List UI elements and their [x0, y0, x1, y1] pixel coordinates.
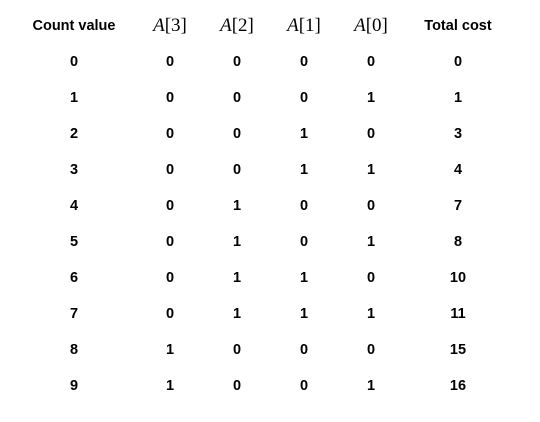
header-bit-a2: A[2] — [206, 8, 268, 44]
cell-a2: 0 — [232, 162, 242, 178]
table-body: 0 0 0 0 0 0 1 0 0 0 1 1 2 0 0 1 0 3 3 0 … — [14, 44, 514, 404]
cell-count: 8 — [69, 342, 79, 358]
header-bit-a1: A[1] — [268, 8, 340, 44]
cell-total: 16 — [449, 378, 467, 394]
header-bit-a2-index: [2] — [231, 15, 254, 36]
cell-a1: 1 — [299, 306, 309, 322]
table-row: 4 0 1 0 0 7 — [14, 188, 514, 224]
cell-a0: 1 — [366, 90, 376, 106]
cell-a1: 0 — [299, 90, 309, 106]
cell-total: 10 — [449, 270, 467, 286]
cell-a0: 0 — [366, 270, 376, 286]
cell-a3: 0 — [165, 90, 175, 106]
cell-total: 15 — [449, 342, 467, 358]
cell-a3: 0 — [165, 198, 175, 214]
cell-total: 3 — [453, 126, 463, 142]
table-row: 1 0 0 0 1 1 — [14, 80, 514, 116]
cell-a3: 1 — [165, 342, 175, 358]
header-bit-a0-var: A — [354, 15, 366, 36]
table-header: Count value A[3] A[2] A[1] A[0] Total co… — [14, 8, 514, 44]
cell-total: 11 — [450, 306, 466, 322]
table-row: 6 0 1 1 0 10 — [14, 260, 514, 296]
cell-a2: 1 — [232, 234, 242, 250]
cell-a2: 1 — [232, 270, 242, 286]
cell-a2: 0 — [232, 378, 242, 394]
cell-a0: 1 — [366, 162, 376, 178]
cell-count: 4 — [69, 198, 79, 214]
cell-count: 5 — [69, 234, 79, 250]
cell-a1: 1 — [299, 162, 309, 178]
cell-a3: 0 — [165, 126, 175, 142]
cell-a2: 0 — [232, 126, 242, 142]
cell-a1: 1 — [299, 126, 309, 142]
cell-a0: 0 — [366, 342, 376, 358]
header-bit-a3: A[3] — [134, 8, 206, 44]
cell-a2: 0 — [232, 54, 242, 70]
cell-count: 1 — [69, 90, 79, 106]
table-row: 7 0 1 1 1 11 — [14, 296, 514, 332]
cell-a0: 1 — [366, 306, 376, 322]
cell-total: 1 — [453, 90, 463, 106]
cell-a2: 0 — [232, 90, 242, 106]
header-bit-a1-index: [1] — [298, 15, 321, 36]
cell-count: 3 — [69, 162, 79, 178]
cell-a0: 1 — [366, 378, 376, 394]
table-row: 2 0 0 1 0 3 — [14, 116, 514, 152]
cell-a0: 1 — [366, 234, 376, 250]
cell-a2: 0 — [232, 342, 242, 358]
header-bit-a2-var: A — [220, 15, 232, 36]
cell-a1: 0 — [299, 342, 309, 358]
header-bit-a0: A[0] — [340, 8, 402, 44]
binary-counter-cost-table: Count value A[3] A[2] A[1] A[0] Total co… — [14, 8, 514, 404]
header-bit-a3-var: A — [153, 15, 165, 36]
cell-a3: 1 — [165, 378, 175, 394]
header-row: Count value A[3] A[2] A[1] A[0] Total co… — [14, 8, 514, 44]
cell-a1: 0 — [299, 378, 309, 394]
header-count-value: Count value — [32, 18, 116, 34]
header-bit-a0-index: [0] — [365, 15, 388, 36]
cell-count: 6 — [69, 270, 79, 286]
table-row: 9 1 0 0 1 16 — [14, 368, 514, 404]
header-bit-a1-var: A — [287, 15, 299, 36]
cell-a2: 1 — [232, 306, 242, 322]
cell-a2: 1 — [232, 198, 242, 214]
cell-a1: 0 — [299, 54, 309, 70]
cell-a3: 0 — [165, 270, 175, 286]
cell-a0: 0 — [366, 54, 376, 70]
cell-a3: 0 — [165, 54, 175, 70]
table-row: 8 1 0 0 0 15 — [14, 332, 514, 368]
cell-a1: 1 — [299, 270, 309, 286]
cell-a1: 0 — [299, 234, 309, 250]
cell-total: 8 — [453, 234, 463, 250]
cell-a3: 0 — [165, 234, 175, 250]
table-row: 5 0 1 0 1 8 — [14, 224, 514, 260]
cell-a0: 0 — [366, 126, 376, 142]
cell-total: 7 — [453, 198, 463, 214]
cell-count: 9 — [69, 378, 79, 394]
table-row: 0 0 0 0 0 0 — [14, 44, 514, 80]
table-row: 3 0 0 1 1 4 — [14, 152, 514, 188]
cell-a1: 0 — [299, 198, 309, 214]
header-total-cost: Total cost — [424, 18, 492, 34]
cell-a0: 0 — [366, 198, 376, 214]
cell-a3: 0 — [165, 306, 175, 322]
cell-total: 0 — [453, 54, 463, 70]
cell-a3: 0 — [165, 162, 175, 178]
cell-count: 2 — [69, 126, 79, 142]
cell-total: 4 — [453, 162, 463, 178]
header-bit-a3-index: [3] — [164, 15, 187, 36]
cell-count: 7 — [69, 306, 79, 322]
cell-count: 0 — [69, 54, 79, 70]
